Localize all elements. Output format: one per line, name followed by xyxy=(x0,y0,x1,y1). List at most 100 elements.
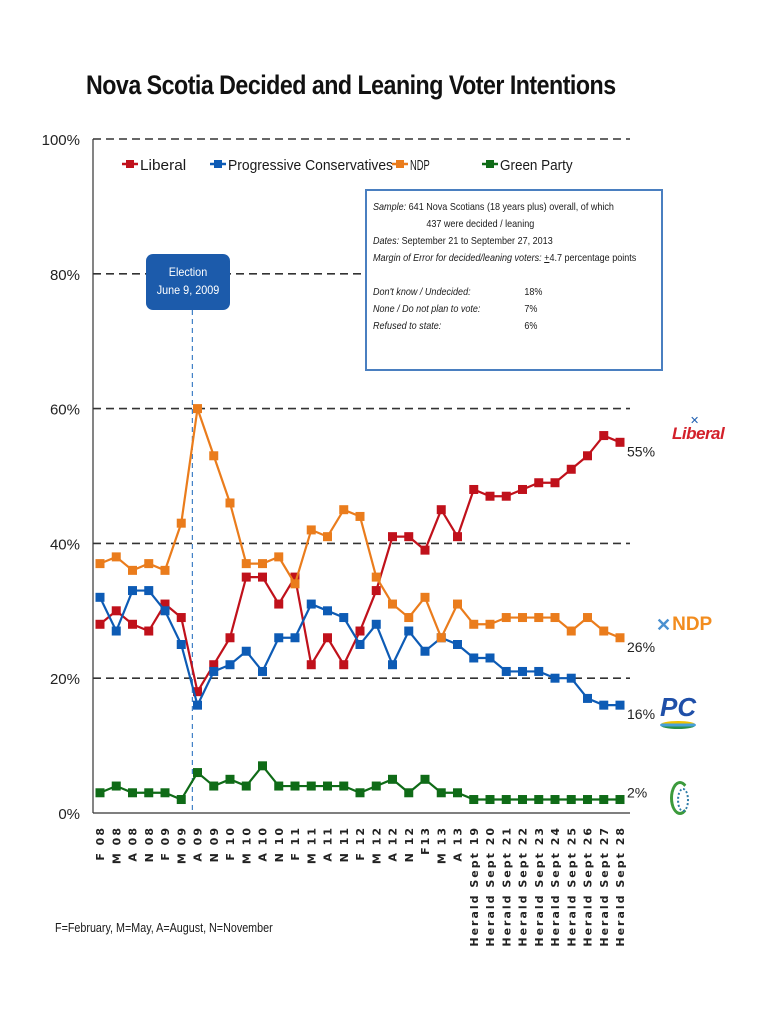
ndp-logo-icon: ✕ xyxy=(656,614,672,635)
election-callout: Election June 9, 2009 xyxy=(146,254,230,310)
data-point xyxy=(566,464,576,474)
moe-plusminus: + xyxy=(544,252,550,264)
data-point xyxy=(485,653,495,663)
stat-label: Don't know / Undecided: xyxy=(373,286,471,298)
x-tick-label: N 10 xyxy=(273,826,286,862)
x-tick-label: Herald Sept 22 xyxy=(517,826,530,947)
data-point xyxy=(355,788,365,798)
x-tick-label: M 08 xyxy=(110,826,123,864)
data-point xyxy=(176,518,186,528)
data-point xyxy=(209,666,219,676)
data-point xyxy=(258,666,267,676)
data-point xyxy=(355,640,365,649)
data-point xyxy=(225,498,235,508)
x-tick-label: A 12 xyxy=(387,826,400,862)
data-point xyxy=(453,599,462,609)
y-tick-label: 40% xyxy=(50,536,80,553)
data-point xyxy=(306,660,316,670)
series-line xyxy=(99,434,621,695)
data-point xyxy=(388,599,397,609)
x-tick-label: A 11 xyxy=(322,826,335,862)
liberal-logo-text: Liberal xyxy=(672,424,725,443)
election-callout-line2: June 9, 2009 xyxy=(156,283,220,297)
data-point xyxy=(501,613,511,623)
x-tick-label: N 08 xyxy=(143,826,156,862)
data-point xyxy=(453,640,462,649)
data-point xyxy=(111,781,121,791)
x-tick-label: Herald Sept 28 xyxy=(614,826,627,947)
data-point xyxy=(371,586,381,596)
stat-value: 18% xyxy=(524,286,543,298)
data-point xyxy=(518,484,527,494)
stat-value: 7% xyxy=(524,303,538,315)
data-point xyxy=(404,532,414,542)
dates-label: Dates: xyxy=(373,235,400,247)
moe-row: Margin of Error for decided/leaning vote… xyxy=(373,250,636,267)
data-point xyxy=(371,619,381,629)
data-point xyxy=(111,606,121,616)
data-point xyxy=(518,666,527,676)
data-point xyxy=(550,673,560,683)
data-point xyxy=(144,626,154,636)
data-point xyxy=(469,619,479,629)
x-tick-label: A 10 xyxy=(257,826,270,862)
data-point xyxy=(534,666,544,676)
sample-text: 641 Nova Scotians (18 years plus) overal… xyxy=(408,201,614,213)
x-tick-label: M 13 xyxy=(435,826,448,864)
ndp-logo-text: NDP xyxy=(672,614,713,635)
ndp-logo: ✕ NDP xyxy=(656,614,712,636)
data-point xyxy=(501,666,511,676)
pc-logo-wave-icon xyxy=(660,721,696,729)
data-point xyxy=(209,451,219,461)
x-tick-label: F 10 xyxy=(224,826,237,861)
data-point xyxy=(258,559,267,569)
data-point xyxy=(404,626,414,636)
data-point xyxy=(209,781,219,791)
x-tick-label: N 09 xyxy=(208,826,221,862)
data-point xyxy=(615,700,625,710)
series-liberal xyxy=(95,431,625,697)
data-point xyxy=(258,572,267,582)
series-ndp xyxy=(95,404,625,643)
x-tick-label: A 09 xyxy=(192,826,205,862)
data-point xyxy=(355,511,365,521)
data-point xyxy=(550,795,560,805)
data-point xyxy=(290,579,300,589)
data-point xyxy=(599,795,609,805)
data-point xyxy=(469,484,479,494)
dates-row: Dates: September 21 to September 27, 201… xyxy=(373,233,621,250)
data-point xyxy=(388,774,397,784)
data-point xyxy=(534,478,544,488)
election-callout-line1: Election xyxy=(168,265,208,279)
pc-logo: PC xyxy=(660,692,696,729)
x-tick-label: Herald Sept 24 xyxy=(549,826,562,947)
data-point xyxy=(583,693,592,703)
data-point xyxy=(160,606,170,616)
data-point xyxy=(193,687,202,697)
data-point xyxy=(404,788,414,798)
data-point xyxy=(193,700,202,710)
x-tick-label: A 13 xyxy=(452,826,465,862)
data-point xyxy=(534,613,544,623)
stat-row: Don't know / Undecided: 18% xyxy=(373,284,621,301)
data-point xyxy=(566,673,576,683)
x-tick-label: Herald Sept 26 xyxy=(582,826,595,947)
data-point xyxy=(583,613,592,623)
end-labels: 55% 16% 26% 2% xyxy=(627,443,655,800)
data-point xyxy=(469,795,479,805)
moe-text: 4.7 percentage points xyxy=(549,252,637,264)
series-progressive-conservatives xyxy=(95,586,625,710)
y-tick-label: 20% xyxy=(50,671,80,688)
x-tick-label: Herald Sept 19 xyxy=(468,826,481,947)
data-point xyxy=(160,565,170,575)
data-point xyxy=(371,572,381,582)
data-point xyxy=(566,795,576,805)
stat-value: 6% xyxy=(524,320,538,332)
legend-item: Liberal xyxy=(122,157,186,174)
x-tick-label: A 08 xyxy=(127,826,140,862)
axes xyxy=(92,139,630,814)
x-tick-label: Herald Sept 25 xyxy=(565,826,578,947)
data-point xyxy=(176,795,186,805)
series-green-party xyxy=(95,761,625,805)
